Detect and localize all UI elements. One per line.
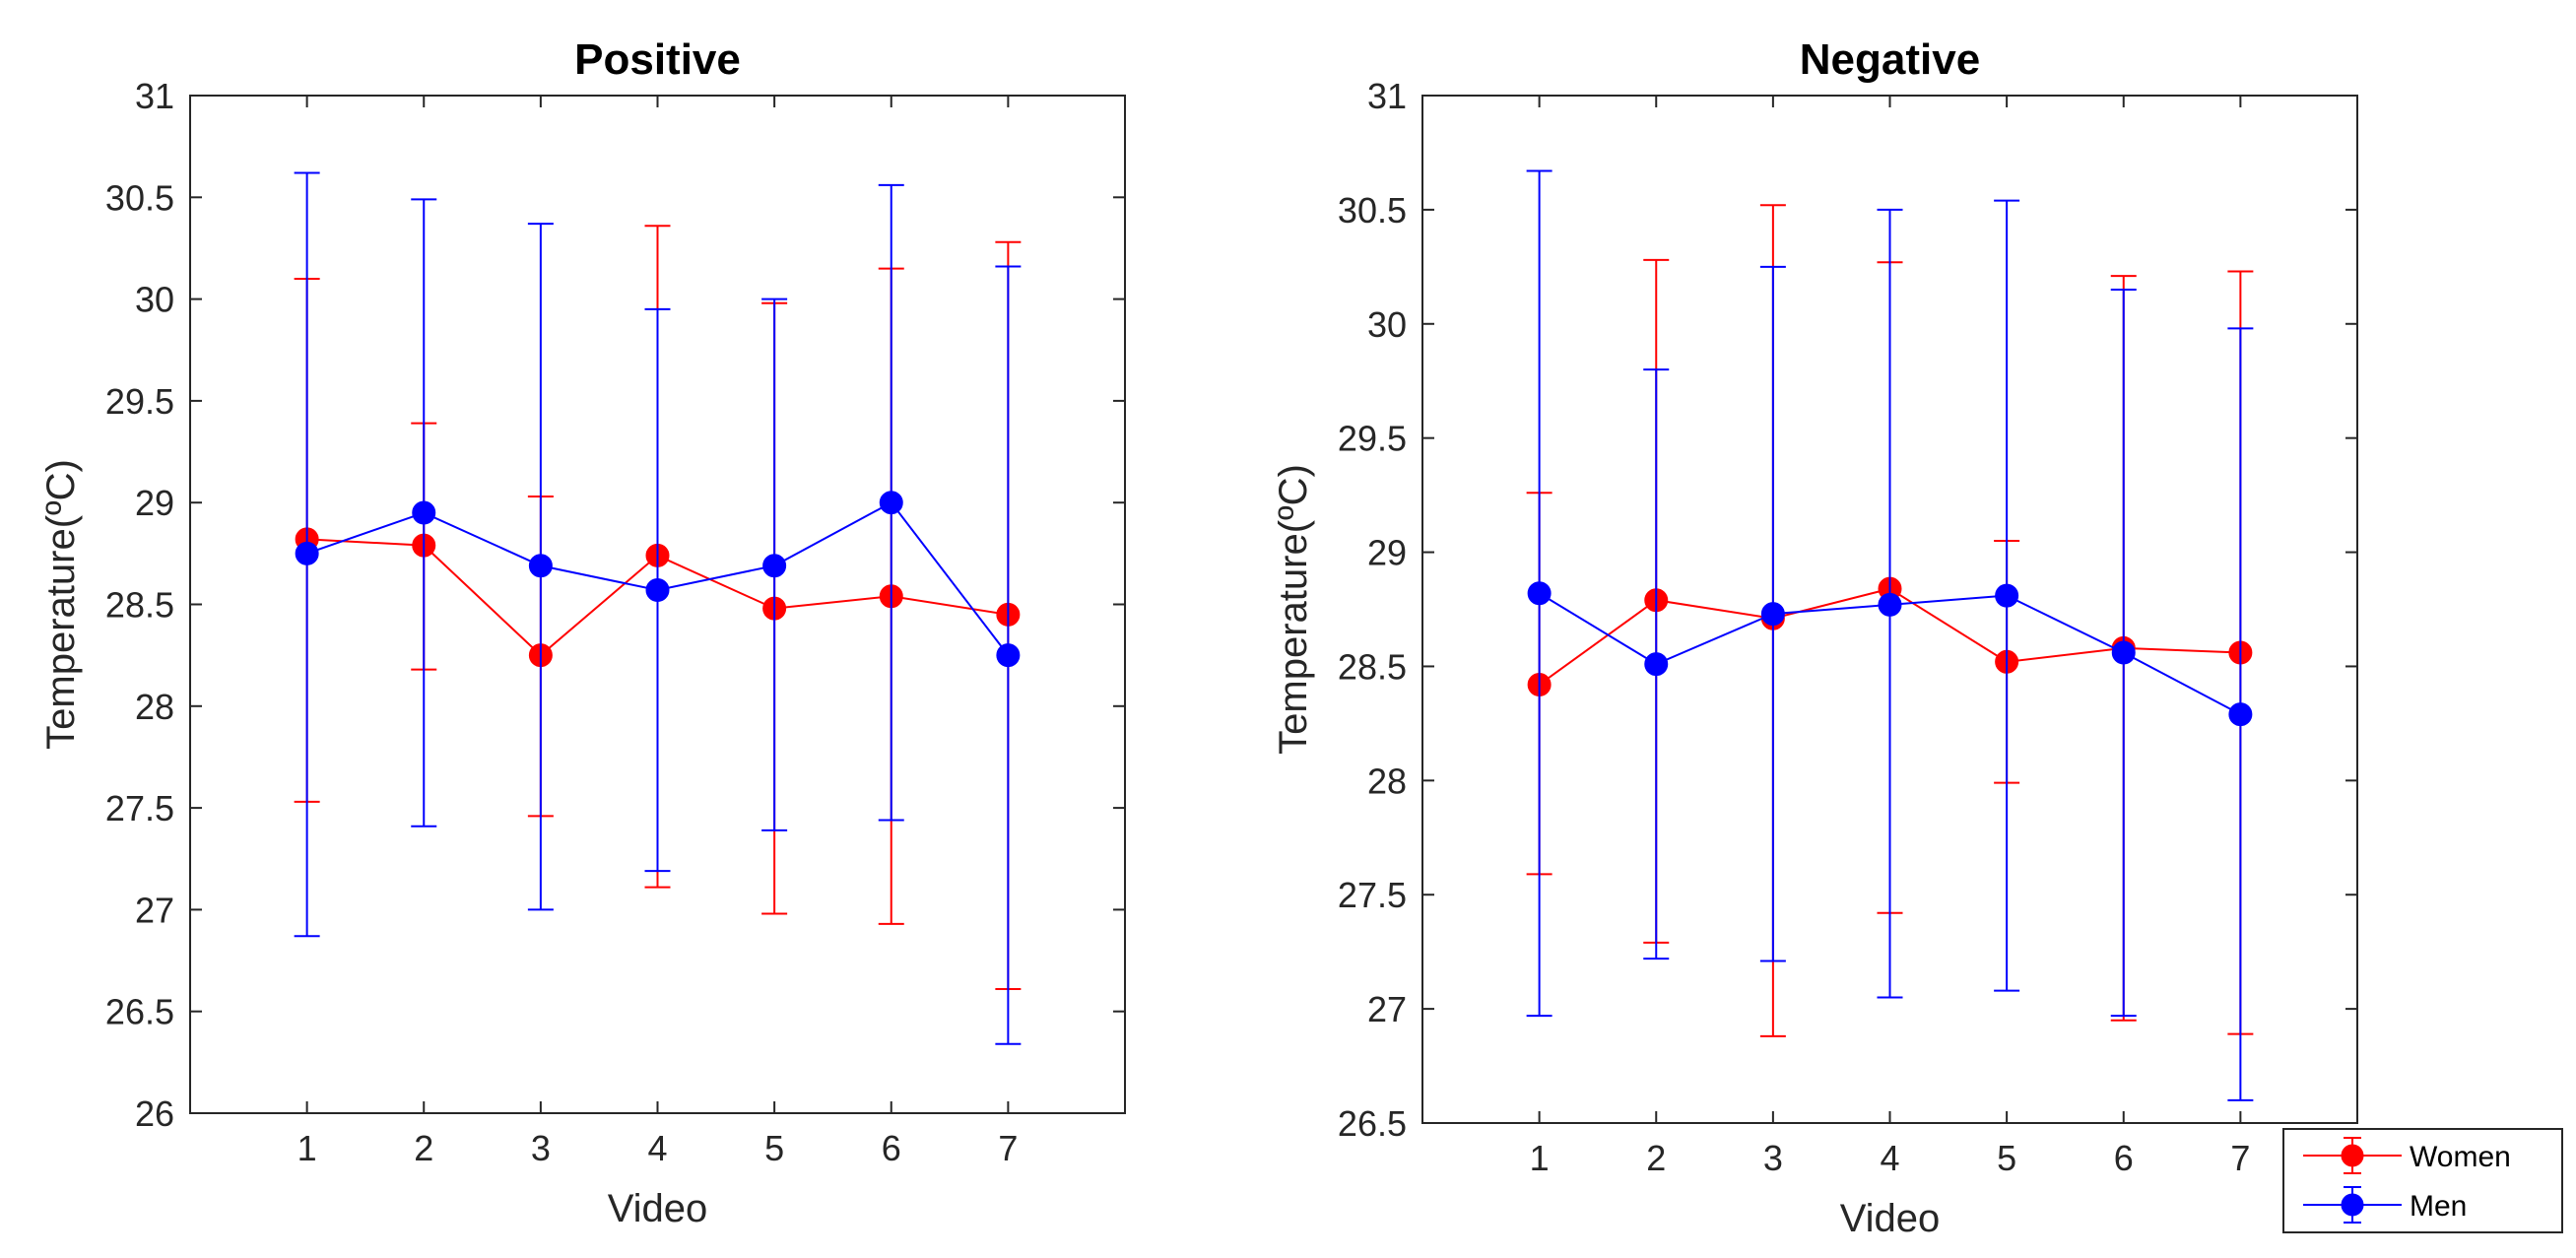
- y-tick-label: 29.5: [1338, 419, 1407, 459]
- y-tick-label: 29.5: [105, 381, 174, 422]
- x-tick-label: 3: [1763, 1138, 1783, 1178]
- y-tick-label: 28.5: [105, 585, 174, 626]
- y-tick-label: 28: [135, 687, 174, 727]
- legend-marker: [2341, 1144, 2364, 1167]
- x-tick-label: 2: [1646, 1138, 1666, 1178]
- x-tick-label: 7: [2230, 1138, 2250, 1178]
- data-point: [879, 491, 903, 515]
- y-tick-label: 28.5: [1338, 646, 1407, 687]
- y-tick-label: 31: [135, 76, 174, 116]
- data-point: [2111, 640, 2136, 665]
- data-point: [1760, 602, 1785, 627]
- y-tick-label: 26: [135, 1093, 174, 1134]
- x-tick-label: 5: [1997, 1138, 2016, 1178]
- y-axis-label: Temperature(ºC): [1272, 464, 1315, 755]
- x-tick-label: 3: [531, 1128, 551, 1168]
- legend-label: Men: [2410, 1190, 2467, 1223]
- x-tick-label: 1: [297, 1128, 317, 1168]
- legend-marker: [2341, 1193, 2364, 1217]
- x-tick-label: 1: [1530, 1138, 1550, 1178]
- x-tick-label: 7: [998, 1128, 1018, 1168]
- x-tick-label: 6: [882, 1128, 901, 1168]
- legend-label: Women: [2410, 1141, 2511, 1173]
- y-axis-label: Temperature(ºC): [39, 459, 83, 750]
- x-tick-label: 6: [2114, 1138, 2134, 1178]
- y-tick-label: 30: [135, 280, 174, 320]
- series-men: [294, 171, 1022, 1045]
- chart-0: 26 26.5 27 27.5 28 28.5 29 29.5 30 30.5 31 1 2 3 4 5 6 7 P…: [39, 35, 1126, 1230]
- y-tick-label: 26.5: [1338, 1103, 1407, 1144]
- y-tick-label: 28: [1367, 761, 1407, 801]
- data-point: [1527, 581, 1552, 606]
- legend-entry-men: Men: [2303, 1186, 2467, 1224]
- data-point: [645, 578, 670, 603]
- data-point: [295, 541, 319, 565]
- data-point: [2228, 702, 2253, 727]
- y-tick-label: 27.5: [105, 788, 174, 828]
- y-tick-label: 30.5: [105, 177, 174, 218]
- y-tick-label: 30.5: [1338, 190, 1407, 231]
- chart-title: Negative: [1800, 35, 1980, 84]
- data-point: [1995, 583, 2019, 608]
- x-tick-label: 4: [647, 1128, 667, 1168]
- y-tick-label: 30: [1367, 304, 1407, 345]
- data-point: [528, 554, 553, 578]
- x-axis-label: Video: [608, 1187, 708, 1230]
- y-tick-label: 26.5: [105, 992, 174, 1032]
- chart-title: Positive: [574, 35, 741, 84]
- x-tick-label: 2: [414, 1128, 433, 1168]
- legend: Women Men: [2282, 1128, 2563, 1233]
- chart-1: 26.5 27 27.5 28 28.5 29 29.5 30 30.5 31 1 2 3 4 5 6 7 Neg…: [1272, 35, 2358, 1240]
- data-point: [1878, 592, 1902, 617]
- y-tick-label: 31: [1367, 76, 1407, 116]
- x-axis-label: Video: [1840, 1197, 1941, 1240]
- y-tick-label: 27: [1367, 989, 1407, 1029]
- data-point: [412, 500, 436, 525]
- y-tick-label: 29: [135, 483, 174, 523]
- series-men: [1526, 169, 2254, 1101]
- x-tick-label: 4: [1880, 1138, 1899, 1178]
- legend-entry-women: Women: [2303, 1137, 2511, 1174]
- data-point: [1644, 652, 1669, 677]
- y-tick-label: 29: [1367, 533, 1407, 573]
- x-tick-label: 5: [764, 1128, 784, 1168]
- y-tick-label: 27: [135, 890, 174, 930]
- legend-box: [2282, 1128, 2563, 1233]
- data-point: [996, 643, 1021, 668]
- y-tick-label: 27.5: [1338, 875, 1407, 915]
- data-point: [762, 554, 787, 578]
